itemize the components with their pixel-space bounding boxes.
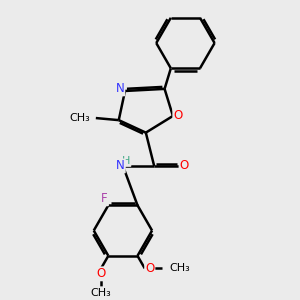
Text: CH₃: CH₃ (169, 263, 190, 273)
Text: O: O (145, 262, 154, 275)
Text: CH₃: CH₃ (70, 113, 90, 123)
Text: O: O (173, 110, 182, 122)
Text: CH₃: CH₃ (91, 288, 111, 298)
Text: N: N (116, 82, 124, 95)
Text: O: O (179, 160, 189, 172)
Text: F: F (101, 192, 108, 205)
Text: H: H (122, 156, 130, 166)
Text: N: N (116, 160, 125, 172)
Text: O: O (96, 267, 106, 280)
